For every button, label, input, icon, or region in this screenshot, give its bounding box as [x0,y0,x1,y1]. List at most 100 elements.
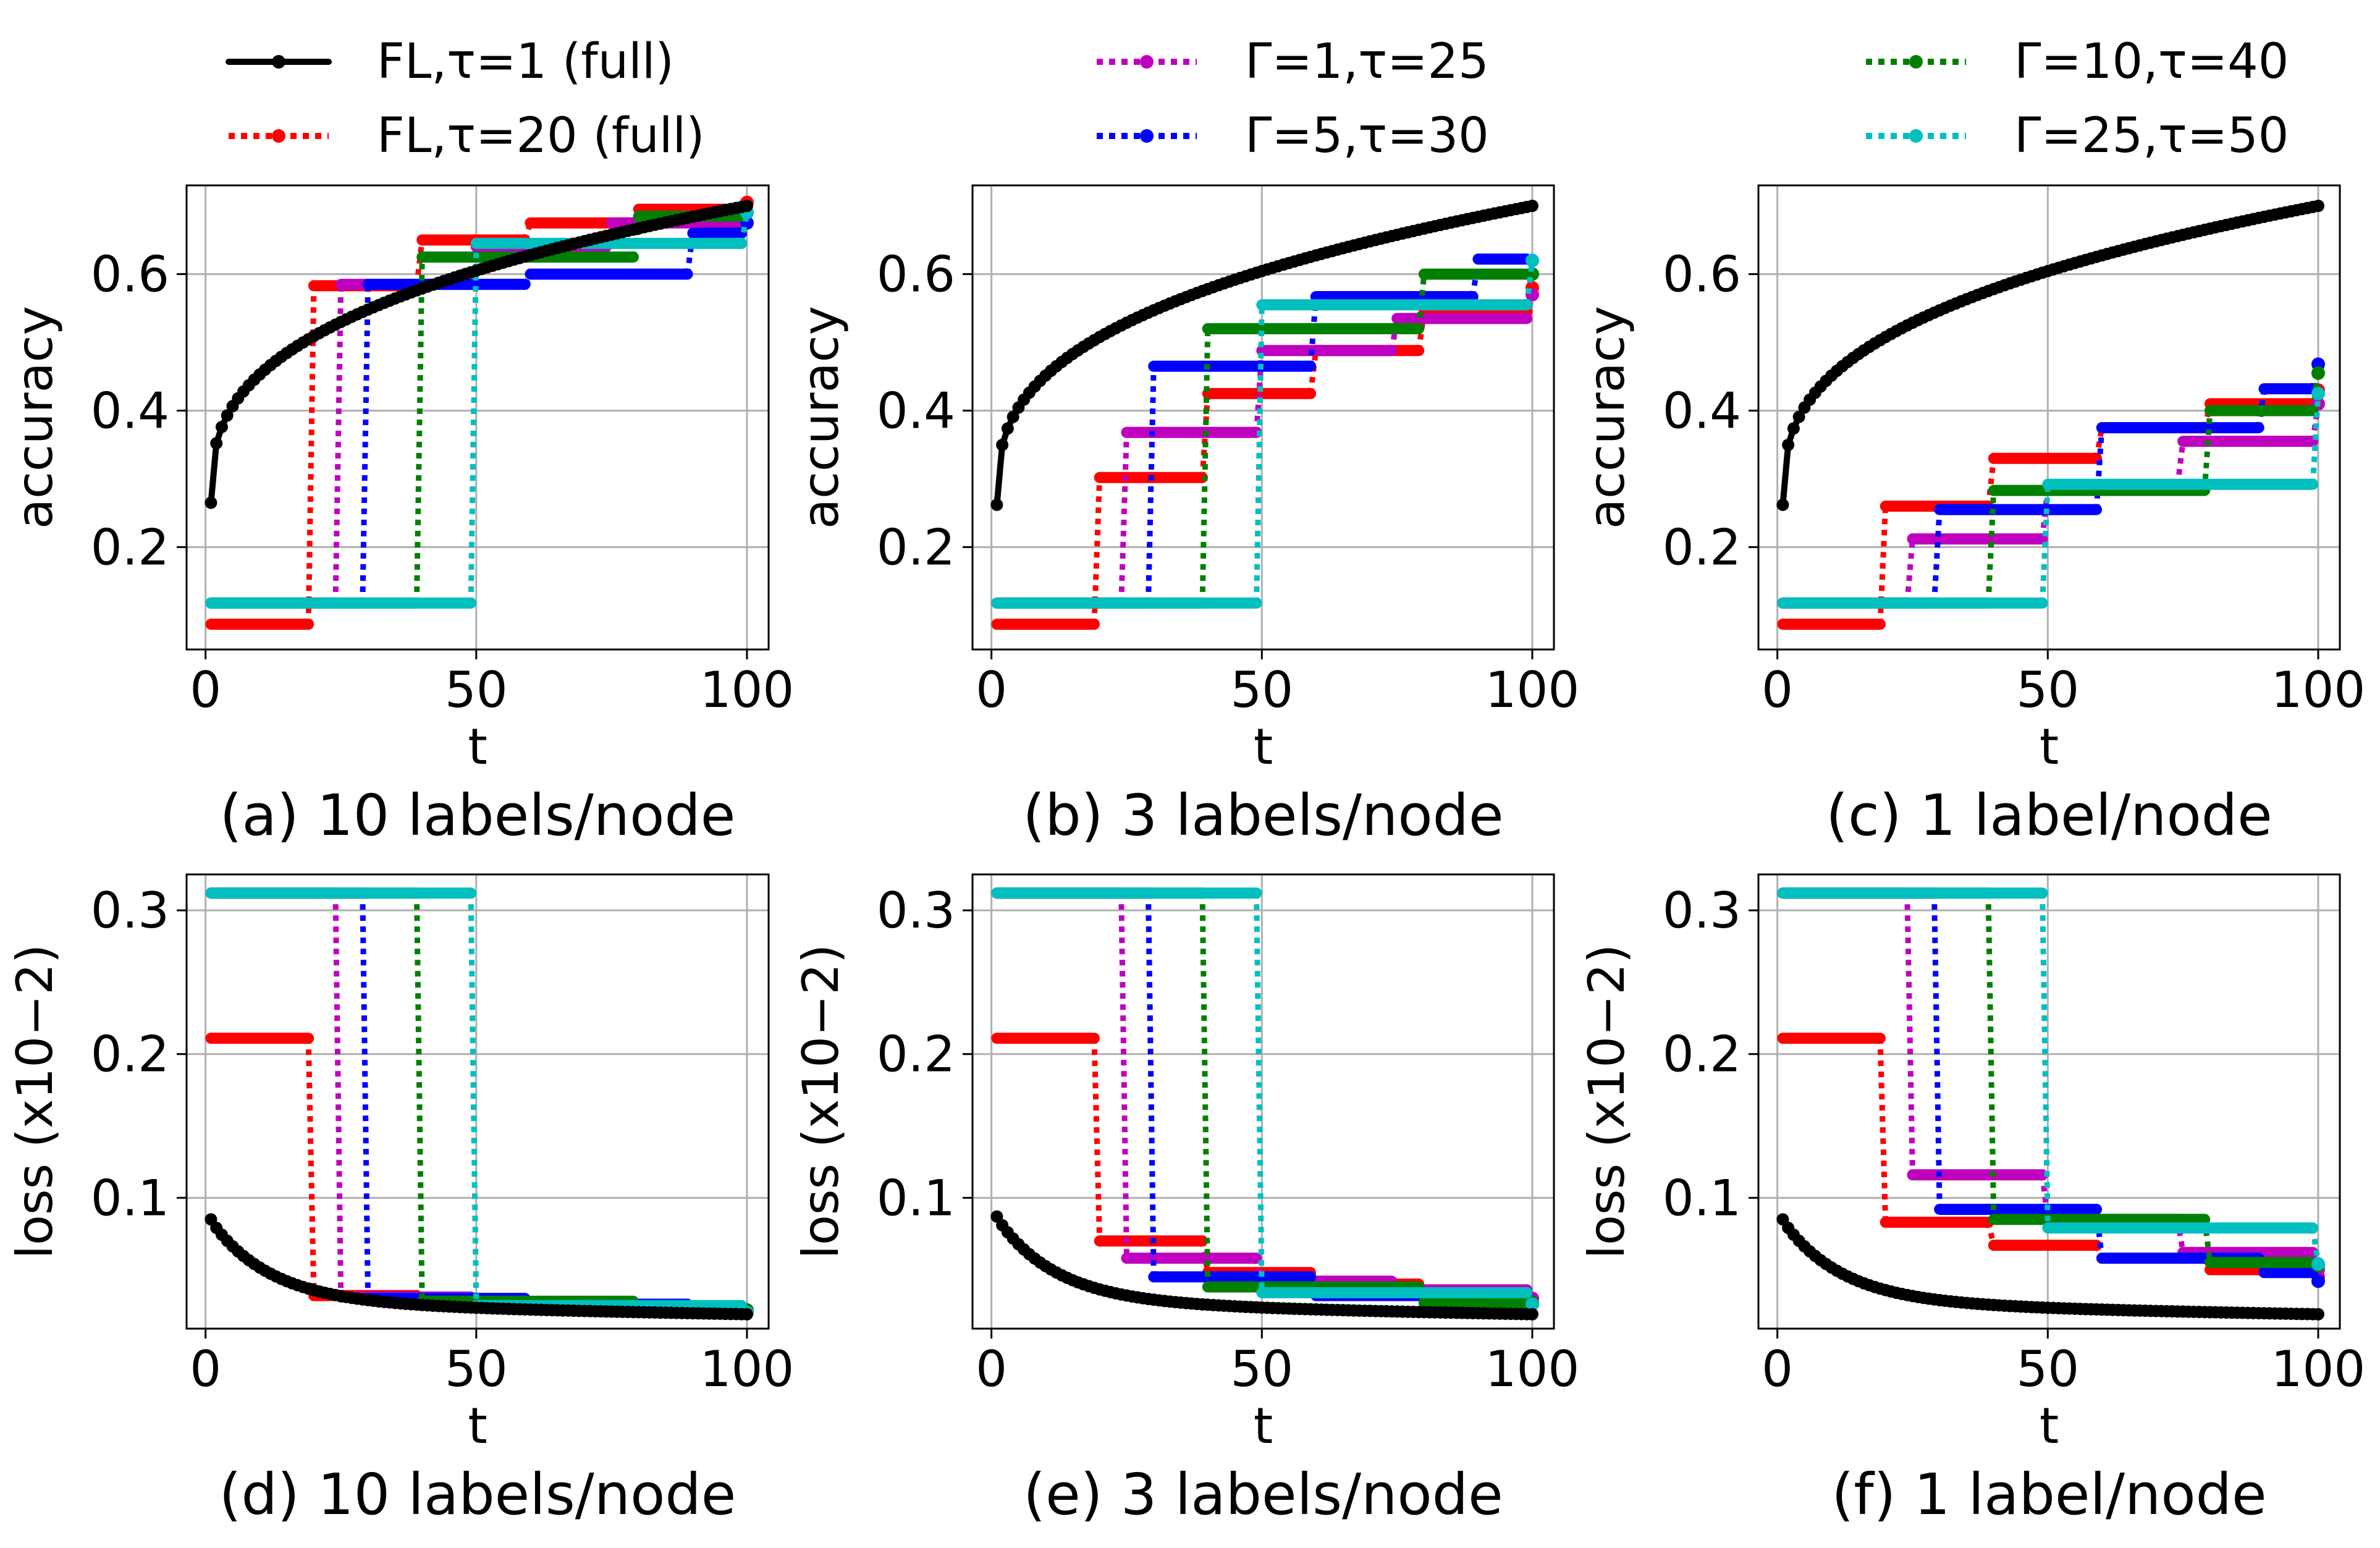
step-jump [1877,1038,1889,1223]
step-jump [1145,366,1157,604]
series-g10 [991,887,1539,1310]
step-jump [2093,1209,2105,1259]
x-tick-label: 0 [1762,1340,1793,1398]
plot-area [1776,887,2325,1321]
x-tick-label: 50 [445,1340,508,1398]
legend: FL,τ=1 (full) FL,τ=20 (full) Γ=1,τ=25 Γ=5,τ… [226,34,2289,164]
series-fl1 [1776,1213,2324,1321]
series-g10 [1777,887,2325,1272]
fl1-point [221,409,234,422]
series-g1 [991,887,1539,1306]
y-tick-label: 0.4 [91,382,169,439]
legend-entry-g5: Γ=5,τ=30 [1097,108,1489,164]
x-axis: 0 50 100 t [976,1329,1579,1455]
step-jump [413,893,425,1301]
series-g10 [205,887,754,1317]
series-fl20 [1777,1033,2325,1284]
step-jump [1524,1291,1535,1306]
x-tick-label: 50 [2016,1340,2079,1398]
panel-caption: (b) 3 labels/node [1023,782,1503,848]
step-jump [305,1038,317,1296]
step-jump [1877,505,1889,625]
y-tick-label: 0.3 [877,882,955,939]
series-g1 [991,287,1539,609]
series-fl20 [205,1033,754,1319]
axes-frame [971,184,1555,651]
fl1-point [210,437,223,450]
series-fl1 [990,200,1538,511]
gridlines [973,185,1554,649]
step-jump [1524,260,1535,305]
series-g25 [991,887,1539,1311]
step-jump [1985,458,1997,507]
x-tick-label: 100 [1485,1340,1580,1398]
x-tick-label: 50 [445,661,508,719]
x-axis-label: t [2040,718,2059,776]
series-fl1 [990,1210,1538,1321]
fl1-point [1787,422,1800,435]
y-tick-label: 0.1 [91,1169,169,1227]
plot-area [990,887,1539,1321]
step-jump [1931,509,1943,604]
y-axis-label: accuracy [1578,306,1635,529]
y-axis: 0.1 0.2 0.3 loss (x10−2) [792,882,973,1259]
x-tick-label: 0 [1762,661,1793,719]
fl1-point [2311,1308,2324,1321]
step-jump [1199,328,1211,603]
fl1-point [1525,1308,1538,1321]
series-g5 [991,887,1539,1311]
legend-label: Γ=5,τ=30 [1245,108,1489,164]
panel-caption: (d) 10 labels/node [219,1461,736,1528]
x-tick-label: 0 [190,1340,221,1398]
axes-frame [185,873,770,1330]
panel-a: 0 50 100 t 0.2 0.4 0.6 accuracy (a) 10 labels/no… [6,184,794,848]
step-jump [1118,893,1129,1259]
step-jump [522,273,533,286]
series-g25 [205,887,754,1320]
fl1-point [740,200,753,213]
y-tick-label: 0.2 [91,518,169,576]
x-tick-label: 50 [2016,661,2079,719]
axes-frame [1757,873,2341,1330]
x-axis: 0 50 100 t [190,649,794,776]
panel-caption: (f) 1 label/node [1831,1461,2266,1528]
step-point [2311,1274,2325,1288]
y-tick-label: 0.2 [877,1026,955,1083]
x-axis: 0 50 100 t [190,1329,794,1455]
plot-area [205,887,754,1321]
step-jump [413,239,425,286]
legend-entry-g10: Γ=10,τ=40 [1866,34,2289,90]
step-jump [413,256,425,603]
series-fl1 [205,200,753,509]
step-jump [1254,305,1265,603]
step-jump [1931,893,1943,1210]
series-fl1 [1776,200,2324,511]
x-tick-label: 100 [2271,661,2366,719]
legend-marker [1909,55,1923,69]
y-axis: 0.1 0.2 0.3 loss (x10−2) [6,882,187,1259]
step-jump [468,893,479,1306]
legend-marker [272,129,285,143]
y-axis: 0.2 0.4 0.6 accuracy [1578,246,1758,576]
y-tick-label: 0.2 [877,518,955,576]
series-g5 [205,887,754,1319]
y-tick-label: 0.3 [91,882,169,939]
axes-frame [185,184,770,651]
step-jump [2093,427,2105,510]
fl1-point [215,420,228,433]
fl1-point [740,1308,753,1321]
y-tick-label: 0.1 [877,1169,955,1227]
x-tick-label: 50 [1230,1340,1293,1398]
panels: 0 50 100 t 0.2 0.4 0.6 accuracy (a) 10 labels/no… [6,184,2366,1528]
panel-b: 0 50 100 t 0.2 0.4 0.6 accuracy (b) 3 labels/nod… [792,184,1579,848]
y-axis: 0.1 0.2 0.3 loss (x10−2) [1578,882,1758,1259]
step-jump [1904,893,1915,1175]
gridlines [1758,185,2340,649]
legend-marker [1140,129,1154,143]
fl1-point [2311,200,2324,213]
step-jump [360,284,371,603]
x-axis-label: t [1254,718,1273,776]
axes-frame [971,873,1555,1330]
step-jump [2201,410,2213,491]
